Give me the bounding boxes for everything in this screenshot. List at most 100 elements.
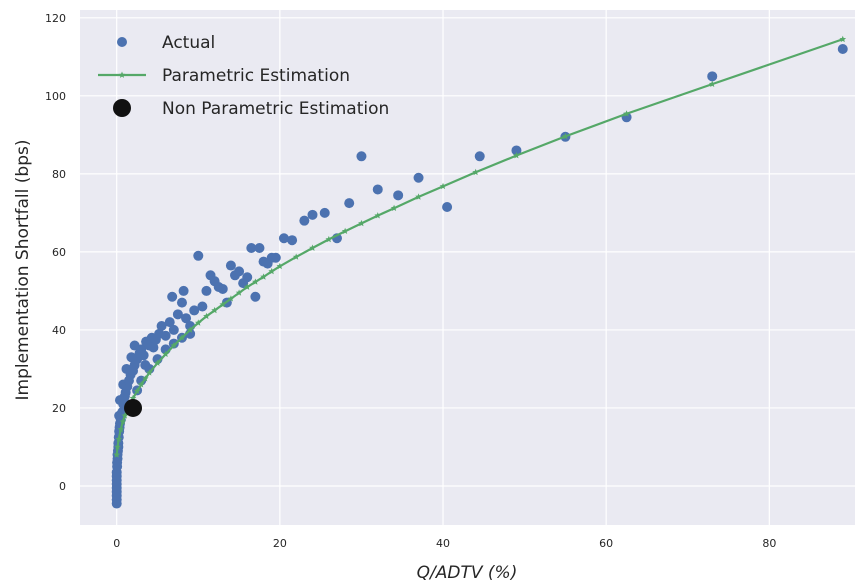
parametric-marker	[141, 375, 149, 382]
y-tick-label: 40	[52, 324, 66, 337]
actual-point	[156, 321, 167, 332]
parametric-marker	[194, 319, 202, 326]
actual-point	[319, 207, 330, 218]
actual-point	[372, 184, 383, 195]
legend-actual-marker	[117, 37, 127, 47]
actual-point	[129, 340, 140, 351]
parametric-marker	[170, 342, 178, 349]
actual-point	[197, 301, 208, 312]
actual-point	[246, 242, 257, 253]
x-tick-label: 20	[273, 537, 287, 550]
actual-point	[193, 250, 204, 261]
actual-point	[217, 283, 228, 294]
plot-background	[80, 10, 855, 525]
actual-point	[178, 285, 189, 296]
actual-point	[181, 313, 192, 324]
parametric-marker	[292, 253, 300, 260]
actual-point	[148, 342, 159, 353]
actual-point	[225, 260, 236, 271]
parametric-marker	[119, 418, 127, 425]
actual-point	[413, 172, 424, 183]
parametric-marker	[341, 227, 349, 235]
x-tick-label: 80	[762, 537, 776, 550]
parametric-marker	[219, 301, 227, 308]
actual-point	[356, 151, 367, 162]
actual-point	[278, 233, 289, 244]
actual-point	[160, 330, 171, 341]
parametric-marker	[154, 359, 161, 366]
parametric-marker	[117, 425, 125, 433]
parametric-marker	[162, 350, 169, 357]
parametric-marker	[114, 443, 121, 450]
x-tick-label: 0	[113, 537, 120, 550]
actual-point	[393, 190, 404, 201]
x-tick-label: 60	[599, 537, 613, 550]
parametric-marker	[374, 212, 382, 219]
parametric-marker	[243, 283, 251, 290]
y-axis-label: Implementation Shortfall (bps)	[13, 140, 33, 401]
parametric-marker	[513, 152, 520, 159]
y-tick-label: 100	[45, 90, 66, 103]
parametric-marker	[203, 312, 210, 320]
parametric-marker	[276, 262, 284, 270]
parametric-marker	[137, 381, 145, 388]
actual-point	[250, 291, 261, 302]
non-parametric-point	[124, 398, 143, 417]
y-tick-label: 20	[52, 402, 66, 415]
parametric-marker	[235, 289, 243, 296]
x-axis-label: Q/ADTV (%)	[417, 563, 518, 583]
y-tick-label: 120	[45, 12, 66, 25]
series-layer	[111, 35, 848, 509]
y-tick-label: 60	[52, 246, 66, 259]
legend-parametric-marker	[118, 71, 126, 78]
actual-point	[168, 324, 179, 335]
actual-point	[837, 44, 848, 55]
legend-label: Non Parametric Estimation	[162, 99, 389, 119]
actual-point	[172, 309, 183, 320]
parametric-marker	[260, 273, 267, 280]
actual-point	[707, 71, 718, 82]
actual-point	[287, 235, 298, 246]
actual-point	[234, 266, 245, 277]
actual-point	[299, 215, 310, 226]
parametric-marker	[623, 110, 630, 117]
actual-point	[189, 305, 200, 316]
parametric-marker	[390, 204, 398, 212]
parametric-marker	[268, 267, 276, 275]
legend: Actual Parametric Estimation Non Parametri…	[98, 33, 389, 119]
parametric-marker	[211, 306, 218, 314]
actual-point	[176, 297, 187, 308]
parametric-marker	[113, 451, 121, 458]
parametric-marker	[472, 168, 479, 176]
parametric-marker	[186, 326, 194, 333]
parametric-marker	[309, 244, 316, 251]
ticks: 0 20 40 60 80 0 20 40 60 80 100 120	[45, 12, 776, 550]
parametric-marker	[439, 182, 447, 190]
parametric-marker	[708, 80, 716, 87]
y-tick-label: 80	[52, 168, 66, 181]
legend-label: Parametric Estimation	[162, 66, 350, 86]
parametric-marker	[358, 219, 365, 227]
actual-point	[140, 360, 151, 371]
grid	[80, 10, 855, 525]
actual-point	[254, 242, 265, 253]
parametric-marker	[415, 193, 422, 200]
parametric-marker	[133, 387, 141, 395]
parametric-marker	[325, 235, 333, 243]
actual-point	[474, 151, 485, 162]
actual-point	[138, 350, 149, 361]
actual-point	[442, 202, 453, 213]
actual-point	[164, 317, 175, 328]
actual-point	[307, 209, 318, 220]
y-tick-label: 0	[59, 480, 66, 493]
actual-point	[242, 272, 253, 283]
x-tick-label: 40	[436, 537, 450, 550]
parametric-marker	[252, 278, 259, 285]
parametric-marker	[115, 435, 123, 442]
legend-label: Actual	[162, 33, 215, 53]
actual-point	[511, 145, 522, 156]
legend-non-parametric-marker	[113, 99, 131, 117]
parametric-marker	[146, 369, 153, 376]
parametric-marker	[227, 295, 235, 302]
parametric-marker	[562, 132, 569, 140]
